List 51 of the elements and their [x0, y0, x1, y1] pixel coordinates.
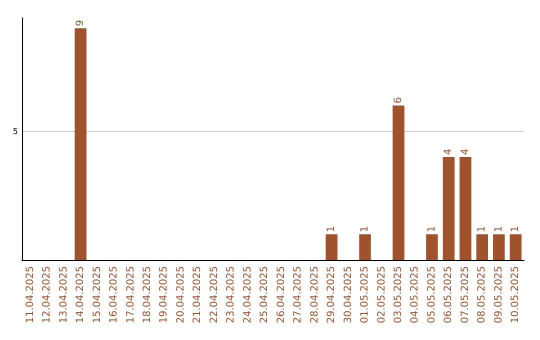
- bar: [359, 234, 371, 260]
- x-tick-label: 20.04.2025: [175, 266, 186, 324]
- bar: [510, 234, 522, 260]
- x-tick-label: 10.05.2025: [510, 266, 522, 324]
- x-tick-label: 13.04.2025: [58, 266, 70, 324]
- x-tick-label: 05.05.2025: [426, 266, 438, 324]
- bar: [326, 234, 338, 260]
- x-tick-label: 30.04.2025: [342, 266, 354, 324]
- bar: [426, 234, 438, 260]
- x-tick-label: 08.05.2025: [476, 266, 488, 324]
- bar: [493, 234, 505, 260]
- x-tick-label: 07.05.2025: [460, 266, 471, 324]
- x-tick-label: 22.04.2025: [208, 266, 220, 324]
- x-tick-label: 24.04.2025: [242, 266, 254, 324]
- data-label: 1: [510, 226, 522, 232]
- data-label: 4: [460, 148, 471, 156]
- bar: [460, 157, 472, 260]
- x-tick-label: 28.04.2025: [309, 266, 320, 324]
- x-tick-label: 11.04.2025: [24, 266, 36, 324]
- data-label: 1: [426, 226, 438, 232]
- data-label: 1: [493, 226, 504, 232]
- x-tick-label: 01.05.2025: [360, 266, 371, 324]
- x-tick-label: 06.05.2025: [443, 266, 454, 324]
- x-tick-label: 15.04.2025: [92, 266, 103, 324]
- x-tick-label: 12.04.2025: [42, 266, 53, 324]
- bar: [442, 157, 455, 260]
- x-tick-label: 09.05.2025: [493, 266, 504, 324]
- x-tick-label: 21.04.2025: [192, 266, 204, 324]
- x-tick-label: 25.04.2025: [259, 266, 270, 324]
- y-tick-label: 5: [12, 126, 18, 136]
- x-tick-label: 03.05.2025: [393, 266, 404, 324]
- bar: [392, 106, 404, 260]
- x-tick-label: 04.05.2025: [410, 266, 421, 324]
- x-tick-label: 23.04.2025: [226, 266, 237, 324]
- x-tick-label: 18.04.2025: [142, 266, 153, 324]
- x-tick-label: 29.04.2025: [326, 266, 338, 324]
- x-tick-label: 17.04.2025: [125, 266, 136, 324]
- data-label: 6: [393, 97, 404, 104]
- x-tick-label: 19.04.2025: [158, 266, 170, 324]
- x-tick-label: 14.04.2025: [75, 266, 86, 324]
- x-tick-label: 27.04.2025: [292, 266, 304, 324]
- data-label: 1: [360, 226, 371, 232]
- x-tick-label: 26.04.2025: [276, 266, 287, 324]
- data-label: 1: [476, 226, 488, 232]
- bar: [476, 234, 488, 260]
- bar: [74, 28, 86, 260]
- data-label: 4: [443, 148, 454, 156]
- x-tick-label: 02.05.2025: [376, 266, 388, 324]
- data-label: 1: [326, 226, 338, 232]
- x-tick-label: 16.04.2025: [108, 266, 120, 324]
- data-label: 9: [75, 20, 86, 26]
